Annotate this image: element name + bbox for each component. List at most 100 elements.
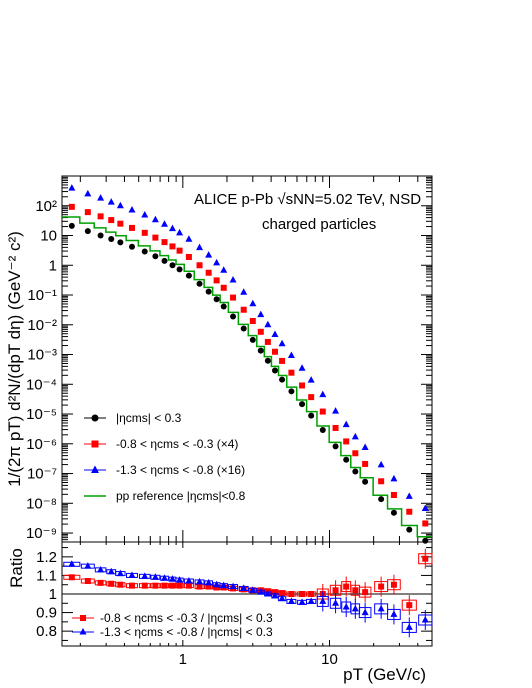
ratio-point	[361, 608, 369, 616]
data-point	[308, 394, 315, 401]
ratio-point	[351, 604, 359, 612]
data-point	[271, 367, 278, 374]
ratio-point	[176, 576, 184, 583]
ratio-legend: -0.8 < ηcms < -0.3 / |ηcms| < 0.3-1.3 < …	[72, 611, 273, 639]
ratio-y-tick-label: 0.8	[36, 623, 57, 640]
data-point	[287, 351, 295, 358]
ratio-point	[97, 565, 105, 573]
y-tick-label: 10⁻⁵	[26, 406, 57, 423]
data-point	[332, 443, 339, 450]
data-point	[271, 330, 279, 338]
data-point	[128, 205, 136, 213]
data-point	[271, 348, 278, 355]
data-point	[288, 388, 295, 395]
x-tick-label: 1	[179, 651, 187, 668]
data-point	[264, 338, 271, 345]
ratio-point	[97, 579, 104, 586]
data-point	[352, 450, 359, 457]
data-point	[288, 369, 295, 376]
ratio-x-axis: 1 10	[79, 542, 433, 668]
data-point	[185, 253, 192, 260]
ratio-marks	[63, 548, 433, 638]
ratio-point	[205, 583, 212, 590]
ratio-point	[141, 572, 149, 579]
data-point	[343, 456, 350, 463]
ratio-point	[298, 598, 306, 605]
data-point	[406, 526, 413, 533]
data-point	[84, 209, 91, 216]
ratio-point	[288, 591, 295, 597]
data-point	[249, 317, 256, 324]
data-point	[128, 243, 135, 250]
data-point	[240, 325, 247, 332]
data-point	[351, 432, 359, 440]
y-tick-label: 10⁻⁸	[26, 495, 57, 512]
legend-label: -0.8 < ηcms < -0.3 / |ηcms| < 0.3	[100, 611, 273, 625]
data-point	[257, 310, 265, 318]
chart-subtitle: charged particles	[262, 216, 376, 233]
data-point	[107, 198, 115, 205]
ratio-point	[220, 581, 228, 589]
data-point	[278, 339, 286, 347]
spectra-legend: |ηcms| < 0.3 -0.8 < ηcms < -0.3 (×4) -1.3 …	[84, 411, 246, 503]
data-point	[151, 215, 159, 223]
data-point	[378, 496, 385, 503]
data-point	[141, 248, 148, 255]
data-point	[249, 336, 256, 343]
y-tick-label: 10²	[35, 198, 57, 215]
ratio-point	[240, 584, 248, 591]
data-point	[220, 303, 227, 310]
data-point	[229, 275, 237, 283]
data-point	[377, 460, 385, 468]
data-point	[390, 491, 397, 498]
data-point	[319, 390, 327, 398]
data-point	[116, 201, 124, 209]
ratio-point	[406, 602, 413, 609]
ratio-point	[213, 580, 221, 588]
spectra-y-axis: 10² 10 1 10⁻¹ 10⁻² 10⁻³ 10⁻⁴ 10⁻⁵ 10⁻⁶ 10⁻⁷ 10⁻⁸ 10…	[26, 175, 432, 543]
data-point	[422, 537, 429, 544]
ratio-point	[128, 582, 135, 589]
ratio-point	[168, 575, 176, 582]
y-tick-label: 10⁻⁶	[26, 436, 57, 453]
y-tick-label: 10⁻⁷	[27, 466, 57, 483]
ratio-point	[196, 577, 204, 585]
ratio-point	[319, 597, 327, 604]
ratio-y-tick-label: 0.9	[36, 605, 57, 622]
ratio-point	[378, 583, 385, 590]
data-point	[406, 508, 413, 515]
data-point	[128, 224, 135, 231]
ratio-point	[279, 590, 286, 597]
ratio-y-axis-label: Ratio	[7, 548, 26, 588]
spectra-panel: 10² 10 1 10⁻¹ 10⁻² 10⁻³ 10⁻⁴ 10⁻⁵ 10⁻⁶ 10⁻⁷ 10⁻⁸ 10…	[5, 175, 433, 544]
data-point	[361, 443, 369, 450]
data-point	[264, 320, 272, 328]
ratio-point	[264, 590, 272, 597]
data-point	[299, 401, 306, 408]
y-tick-label: 10⁻⁴	[26, 376, 57, 393]
data-point	[97, 213, 104, 220]
ratio-point	[390, 581, 397, 588]
data-point	[117, 239, 124, 246]
data-point	[68, 222, 75, 229]
data-point	[97, 194, 105, 201]
ratio-point	[151, 573, 159, 580]
data-point	[161, 257, 168, 264]
ratio-point	[84, 562, 92, 569]
ratio-point	[169, 582, 176, 589]
ratio-y-tick-label: 1	[49, 586, 57, 603]
data-point	[176, 266, 183, 273]
data-point	[205, 288, 212, 295]
data-point	[196, 262, 203, 269]
data-point	[264, 357, 271, 364]
data-point	[205, 251, 213, 258]
data-point	[378, 478, 385, 485]
data-point	[362, 478, 369, 485]
ratio-point	[213, 584, 220, 591]
legend-marker	[79, 628, 87, 635]
data-point	[332, 407, 340, 414]
ratio-point	[205, 578, 213, 586]
ratio-point	[68, 560, 76, 567]
ratio-point	[161, 582, 168, 589]
